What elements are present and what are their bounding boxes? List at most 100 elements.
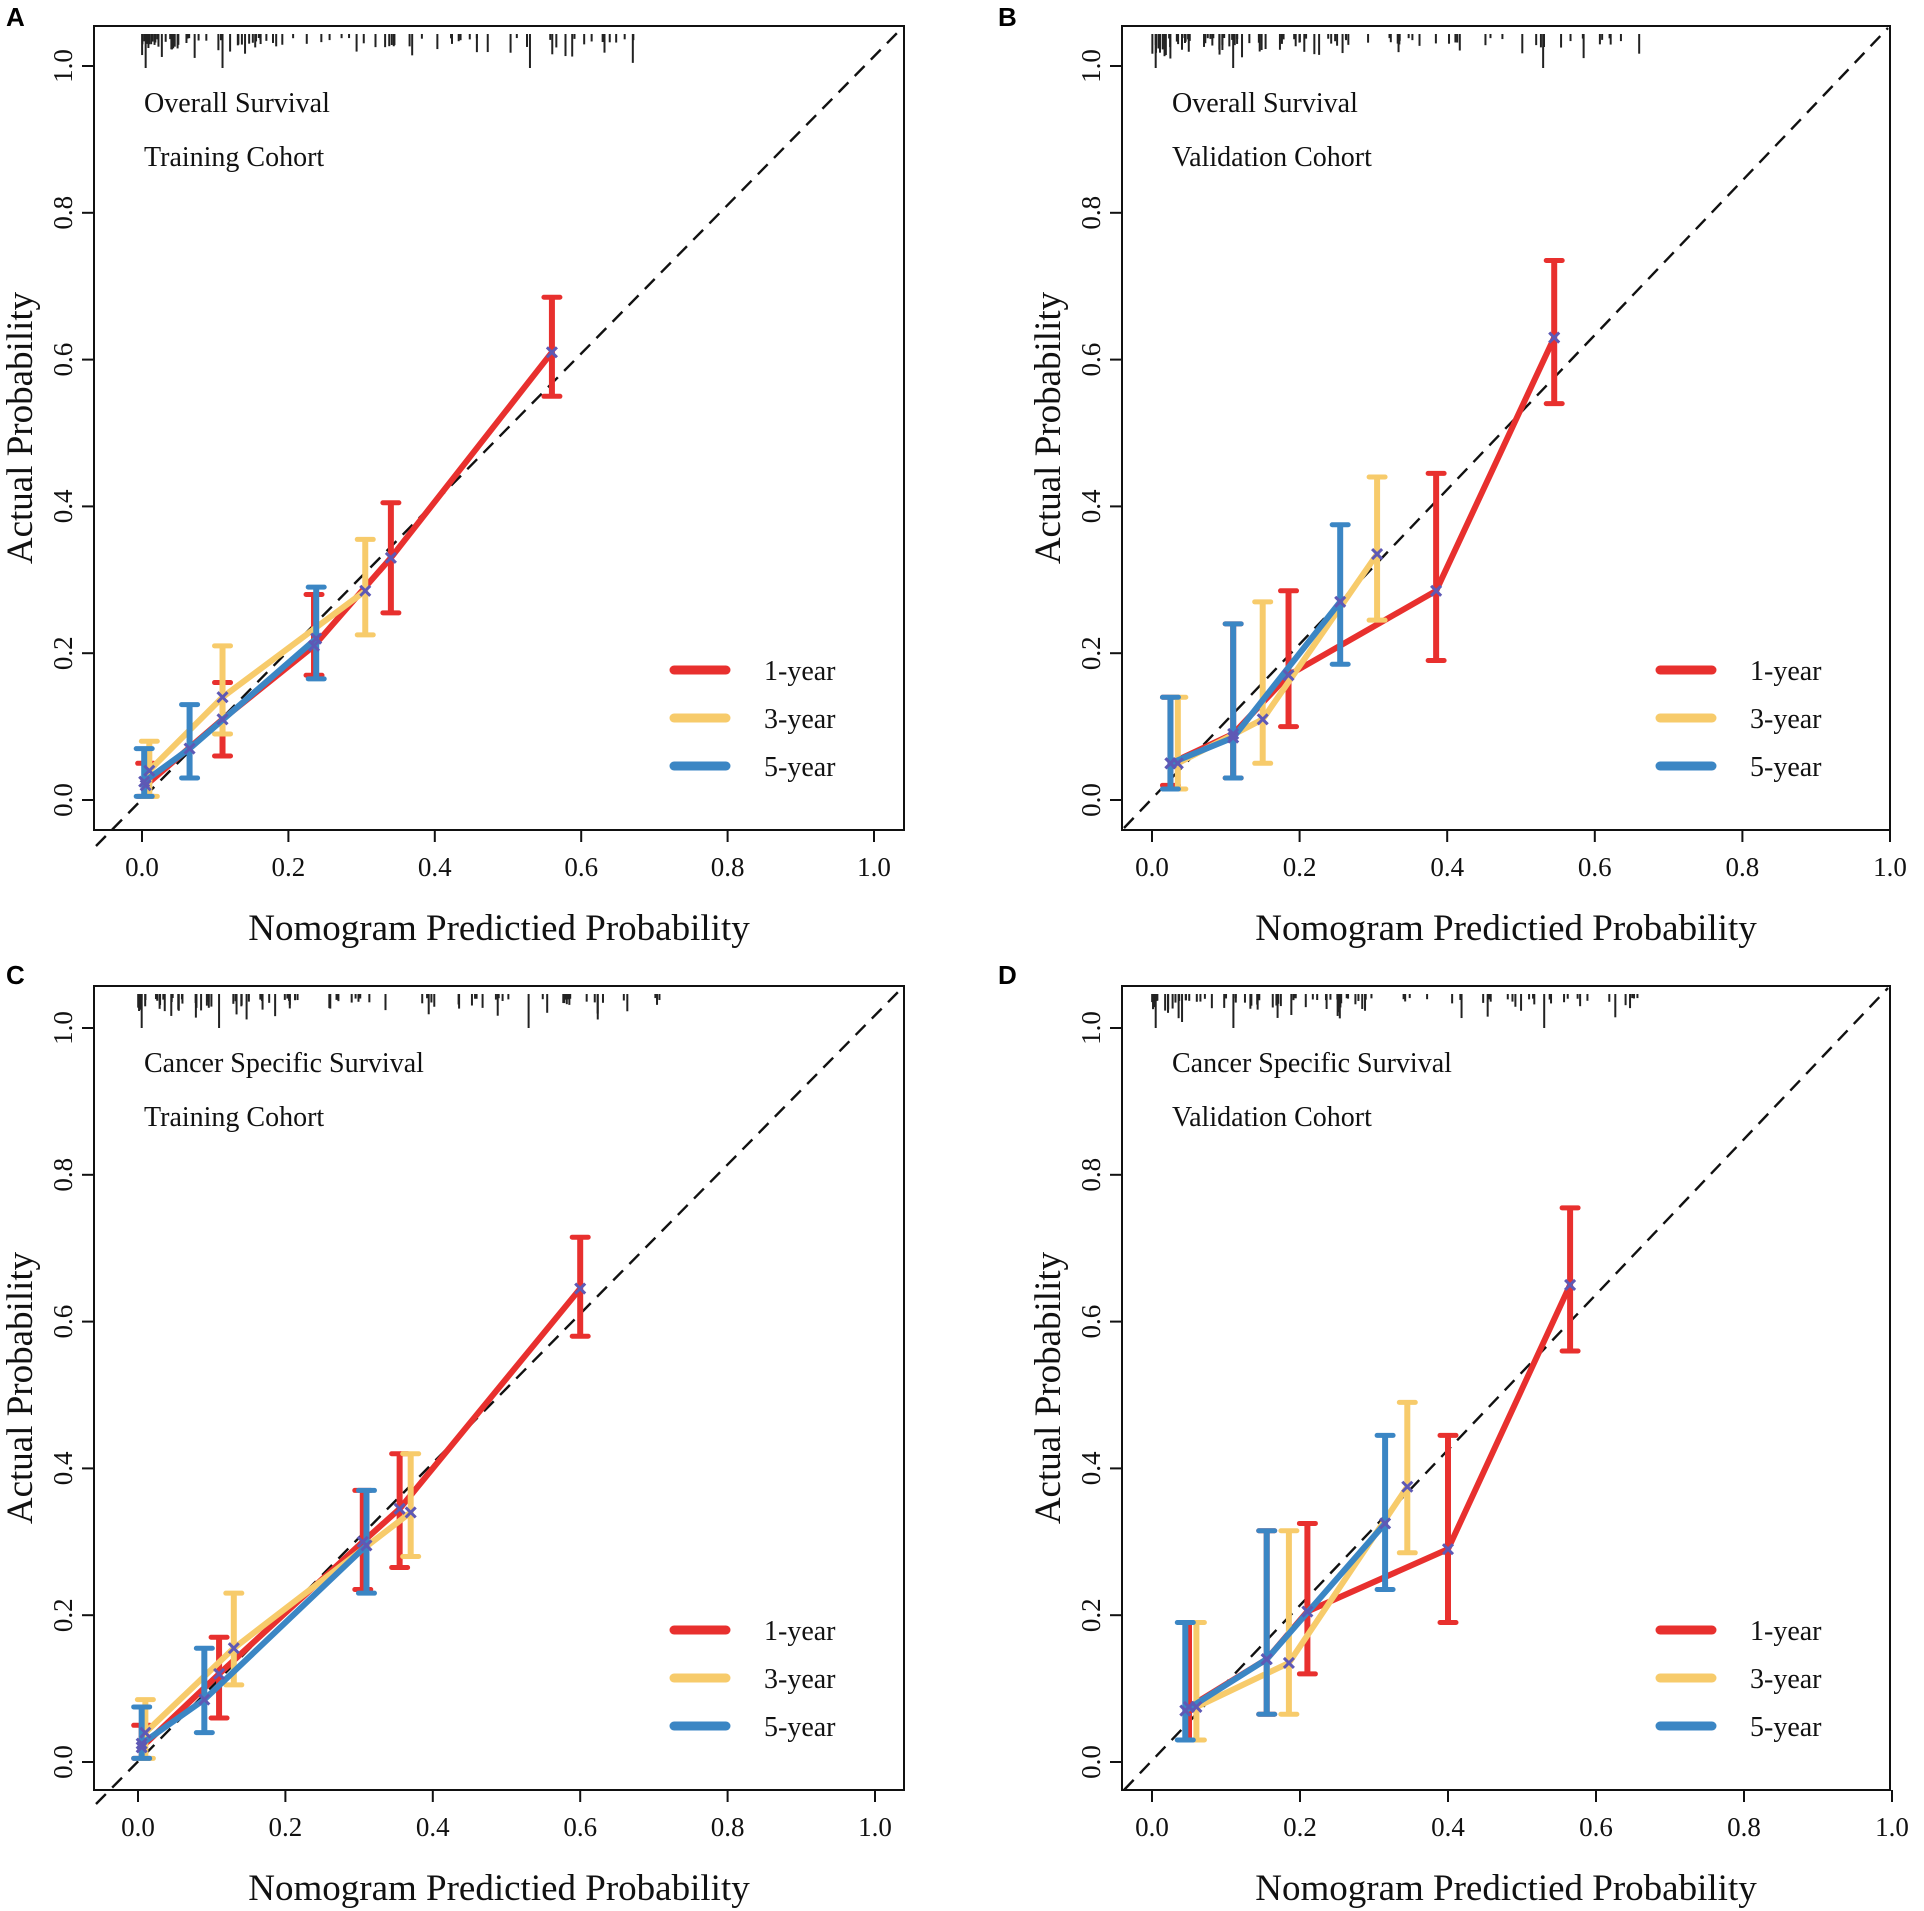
legend-label-1-year: 1-year [764,656,836,687]
x-tick-label: 0.2 [1283,1812,1317,1842]
point-marker-1-year [216,713,229,726]
plot-frame [1121,25,1891,831]
x-tick-label: 1.0 [858,1812,892,1842]
plot-frame [93,985,905,1791]
y-tick-label: 0.8 [48,196,78,230]
y-axis: 0.0 0.2 0.4 0.6 0.8 1.0 [1076,49,1122,817]
y-axis-title: Actual Probability [0,291,41,564]
legend-label-5-year: 5-year [764,752,836,783]
point-marker-1-year [1430,584,1443,597]
legend: 1-year 3-year 5-year [669,1616,836,1743]
legend: 1-year 3-year 5-year [1655,1616,1822,1743]
legend-label-3-year: 3-year [764,1664,836,1695]
x-tick-label: 1.0 [857,852,891,882]
y-tick-label: 1.0 [48,1011,78,1045]
x-tick-label: 0.2 [269,1812,303,1842]
point-marker-5-year [310,632,323,645]
x-axis-title: Nomogram Predictied Probability [248,1868,750,1909]
ideal-diagonal-line [1123,987,1889,1791]
point-marker-5-year [198,1693,211,1706]
point-marker-3-year [139,1726,152,1739]
series-layer [1174,1205,1581,1743]
y-tick-label: 0.6 [1076,343,1106,377]
series-line-5-year [142,636,319,785]
plot-frame [93,25,905,831]
rug-marks [137,994,661,1028]
annotation-line-1: Cancer Specific Survival [144,1048,424,1079]
annotation-line-1: Overall Survival [1172,88,1358,119]
annotation-line-2: Training Cohort [144,142,324,173]
y-tick-label: 0.6 [48,1305,78,1339]
y-tick-label: 0.0 [1076,783,1106,817]
y-tick-label: 0.6 [1076,1305,1106,1339]
x-axis-title: Nomogram Predictied Probability [248,908,750,949]
series-line-5-year [1169,599,1343,767]
x-tick-label: 0.4 [418,852,452,882]
legend-label-5-year: 5-year [1750,1712,1822,1743]
y-tick-label: 0.4 [1076,1451,1106,1485]
point-marker-1-year [384,551,397,564]
panel-d: D 0.0 0.2 0.4 0.6 0.8 1.0 0.00.20.40.60.81.0 … [998,960,1909,1909]
series-line-5-year [1183,1521,1388,1714]
point-marker-1-year [1301,1605,1314,1618]
panel-letter: C [6,960,25,990]
point-marker-5-year [1379,1517,1392,1530]
x-tick-label: 0.8 [711,1812,745,1842]
point-marker-5-year [183,742,196,755]
annotation-line-2: Training Cohort [144,1102,324,1133]
point-marker-5-year [1164,757,1177,770]
y-axis-title: Actual Probability [1028,1251,1069,1524]
point-marker-1-year [135,1741,148,1754]
y-tick-label: 0.2 [48,1598,78,1632]
x-tick-label: 0.4 [416,1812,450,1842]
series-line-1-year [1169,336,1557,767]
x-tick-label: 1.0 [1873,852,1907,882]
annotation-line-2: Validation Cohort [1172,1102,1372,1133]
panel-letter: B [998,2,1017,32]
legend-label-1-year: 1-year [764,1616,836,1647]
point-marker-3-year [1190,1700,1203,1714]
panel-a: A 0.0 0.2 0.4 0.6 0.8 1.0 0.00.20.40.60.81.0 … [0,2,905,949]
y-tick-label: 0.8 [48,1158,78,1192]
y-tick-label: 1.0 [1076,1011,1106,1045]
legend-label-1-year: 1-year [1750,1616,1822,1647]
legend: 1-year 3-year 5-year [1655,656,1822,783]
x-tick-label: 0.0 [125,852,159,882]
y-tick-label: 1.0 [1076,49,1106,83]
y-tick-label: 0.8 [1076,196,1106,230]
legend-label-5-year: 5-year [764,1712,836,1743]
legend-label-3-year: 3-year [1750,1664,1822,1695]
point-marker-3-year [404,1506,417,1519]
annotation-line-2: Validation Cohort [1172,142,1372,173]
ideal-diagonal-line [1123,27,1889,829]
x-axis: 0.0 0.2 0.4 0.6 0.8 1.0 [1135,830,1907,882]
y-tick-label: 0.6 [48,343,78,377]
panel-c: C 0.0 0.2 0.4 0.6 0.8 1.0 0.00.20.40.60.81.0 … [0,960,905,1909]
y-tick-label: 0.2 [1076,1598,1106,1632]
y-tick-label: 0.0 [1076,1745,1106,1779]
point-marker-3-year [1401,1480,1414,1493]
y-axis: 0.0 0.2 0.4 0.6 0.8 1.0 [48,49,94,817]
y-axis-title: Actual Probability [1028,291,1069,564]
point-marker-5-year [1334,595,1347,608]
point-marker-3-year [227,1642,240,1655]
legend-label-3-year: 3-year [764,704,836,735]
point-marker-3-year [143,764,156,777]
x-tick-label: 0.4 [1431,1812,1465,1842]
point-marker-3-year [359,584,372,597]
point-marker-5-year [135,1737,148,1750]
series-line-1-year [143,350,555,788]
legend-label-5-year: 5-year [1750,752,1822,783]
x-axis-title: Nomogram Predictied Probability [1255,908,1757,949]
legend-label-3-year: 3-year [1750,704,1822,735]
y-tick-label: 0.8 [1076,1158,1106,1192]
point-marker-1-year [1548,331,1561,344]
y-tick-label: 0.4 [48,1451,78,1485]
point-marker-1-year [393,1502,406,1515]
y-tick-label: 1.0 [48,49,78,83]
x-tick-label: 0.0 [1135,1812,1169,1842]
point-marker-5-year [138,775,151,788]
y-tick-label: 0.0 [48,1745,78,1779]
point-marker-1-year [545,346,558,359]
series-line-3-year [1176,552,1380,766]
